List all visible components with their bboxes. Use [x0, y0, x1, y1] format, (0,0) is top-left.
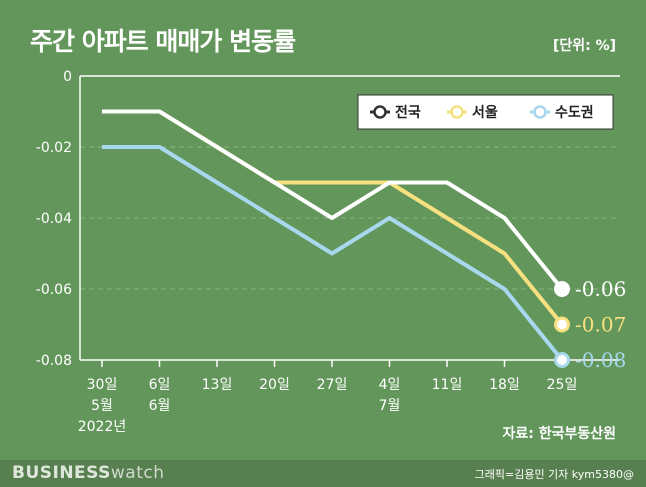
legend-marker [373, 105, 387, 119]
y-tick-label: 0 [63, 69, 72, 85]
y-tick-label: -0.04 [36, 211, 72, 227]
x-tick-label: 2022년 [78, 419, 127, 435]
logo-light-text: watch [110, 463, 165, 483]
x-tick-label: 30일 [87, 377, 118, 393]
y-tick-label: -0.02 [36, 140, 72, 156]
legend-box [357, 94, 614, 130]
y-tick-label: -0.08 [36, 353, 72, 369]
x-tick-label: 4일 [379, 377, 401, 393]
x-tick-label: 11일 [432, 377, 463, 393]
legend-marker [450, 105, 464, 119]
end-value-label: -0.06 [575, 277, 626, 301]
footer-bar: BUSINESSwatch 그래픽=김용민 기자 kym5380@ [0, 460, 646, 487]
legend: 전국 서울 수도권 [357, 94, 614, 130]
source-label: 자료: 한국부동산원 [502, 426, 616, 442]
end-value-label: -0.08 [575, 348, 626, 372]
end-point-marker [554, 316, 570, 333]
brand-logo: BUSINESSwatch [12, 463, 165, 483]
x-tick-label: 6월 [149, 398, 171, 414]
x-tick-label: 25일 [547, 377, 578, 393]
x-tick-label: 5월 [91, 398, 113, 414]
end-point-marker [554, 352, 570, 368]
x-tick-label: 6일 [149, 377, 171, 393]
series-line-수도권 [102, 145, 564, 362]
series-line-전국 [102, 109, 564, 291]
x-tick-label: 27일 [317, 377, 348, 393]
legend-label: 수도권 [555, 105, 594, 121]
graphic-credit: 그래픽=김용민 기자 kym5380@ [474, 468, 634, 481]
x-tick-label: 13일 [202, 377, 233, 393]
x-tick-label: 7월 [379, 398, 401, 414]
logo-bold-text: BUSINESS [12, 463, 111, 483]
legend-marker [533, 105, 547, 119]
x-tick-label: 18일 [489, 377, 520, 393]
legend-label: 전국 [395, 104, 421, 121]
chart-title: 주간 아파트 매매가 변동률 [30, 27, 296, 56]
unit-label: [단위: %] [552, 38, 616, 54]
x-tick-label: 20일 [259, 377, 290, 393]
legend-label: 서울 [472, 104, 498, 121]
end-point-marker [554, 281, 570, 297]
end-value-label: -0.07 [575, 313, 626, 337]
y-tick-label: -0.06 [36, 282, 72, 298]
